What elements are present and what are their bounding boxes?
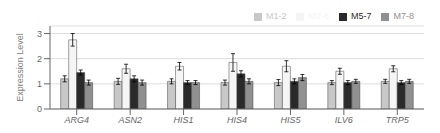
- svg-text:HIS1: HIS1: [174, 115, 194, 125]
- html-text:M5-7: M5-7: [351, 11, 372, 21]
- svg-text:ILV6: ILV6: [335, 115, 353, 125]
- svg-text:3: 3: [37, 29, 42, 39]
- svg-text:0: 0: [37, 104, 42, 114]
- svg-text:HIS4: HIS4: [227, 115, 247, 125]
- html-text:M1-2: M1-2: [265, 11, 287, 21]
- svg-text:ARG4: ARG4: [63, 115, 89, 125]
- svg-text:TRP5: TRP5: [386, 115, 410, 125]
- html-text:M2-8: M2-8: [308, 11, 329, 21]
- svg-text:1: 1: [37, 79, 42, 89]
- svg-text:2: 2: [37, 54, 42, 64]
- html-text:M7-8: M7-8: [393, 11, 414, 21]
- svg-text:Expression Level: Expression Level: [15, 33, 25, 102]
- svg-text:ASN2: ASN2: [117, 115, 142, 125]
- svg-text:HIS5: HIS5: [280, 115, 301, 125]
